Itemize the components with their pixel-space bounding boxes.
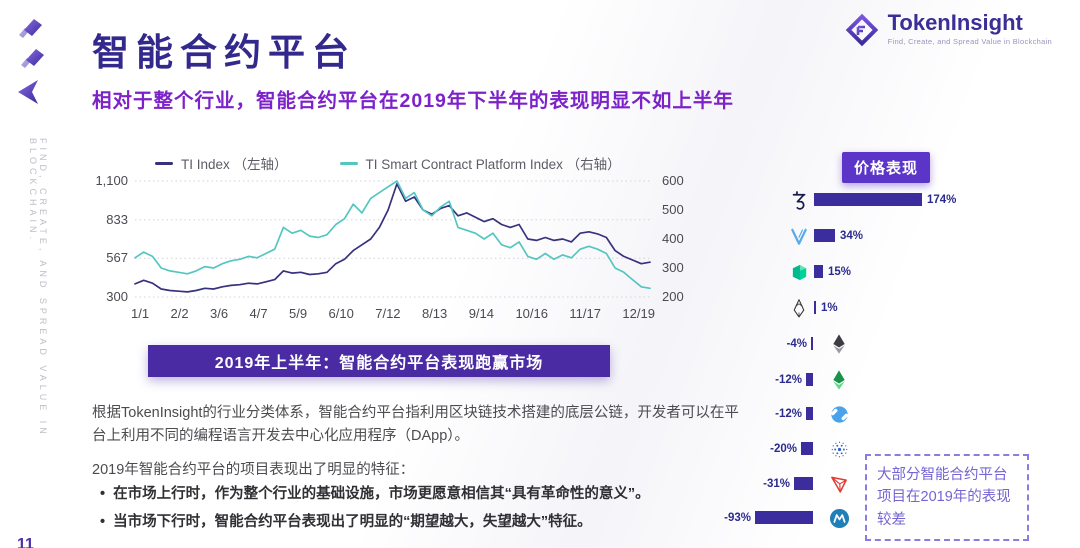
legend-label-ti-index: TI Index （左轴） <box>181 157 288 172</box>
ontology-icon <box>826 403 852 425</box>
perf-label: 15% <box>828 266 852 278</box>
right-ytick-500: 500 <box>662 202 684 217</box>
tron-icon <box>826 473 852 495</box>
perf-row-trx: -31% <box>700 473 1050 495</box>
chart-legend: TI Index （左轴） TI Smart Contract Platform… <box>155 153 673 173</box>
xtick: 11/17 <box>569 306 601 321</box>
ethereum-icon <box>826 333 852 355</box>
perf-row-xtz: 174% <box>700 189 1050 211</box>
legend-item-ti-index: TI Index （左轴） <box>155 153 288 173</box>
cardano-icon <box>826 438 852 460</box>
perf-row-eth: -4% <box>700 333 1050 355</box>
tokeninsight-logo-icon <box>845 13 878 47</box>
logo-text: TokenInsight Find, Create, and Spread Va… <box>887 10 1052 47</box>
left-ytick-1100: 1,100 <box>95 173 128 188</box>
legend-swatch-scp-index <box>339 161 358 165</box>
legend-label-scp-index: TI Smart Contract Platform Index （右轴） <box>365 157 621 172</box>
price-performance-badge: 价格表现 <box>842 152 931 183</box>
line-chart <box>134 180 651 298</box>
perf-row-etc: -12% <box>700 369 1050 391</box>
line-chart-svg <box>134 180 651 298</box>
perf-label: 1% <box>821 302 838 314</box>
highlight-banner: 2019年上半年：智能合约平台表现跑赢市场 <box>148 345 610 377</box>
bullet-point-1: 在市场上行时，作为整个行业的基础设施，市场更愿意相信其“具有革命性的意义”。 <box>100 482 740 503</box>
perf-row-vet: 34% <box>700 225 1050 247</box>
left-ytick-833: 833 <box>106 212 128 227</box>
perf-row-ont: -12% <box>700 403 1050 425</box>
performance-note: 大部分智能合约平台项目在2019年的表现较差 <box>865 454 1029 542</box>
vechain-icon <box>786 225 812 247</box>
perf-label: -12% <box>775 408 802 420</box>
perf-label: 174% <box>927 194 957 206</box>
logo-tagline: Find, Create, and Spread Value in Blockc… <box>887 37 1052 46</box>
right-ytick-600: 600 <box>662 173 684 188</box>
right-ytick-400: 400 <box>662 231 684 246</box>
xtick: 7/12 <box>375 306 401 321</box>
page-number: 11 <box>17 536 34 548</box>
xtick: 5/9 <box>289 306 308 321</box>
perf-bar <box>814 229 835 242</box>
perf-row-eos: 1% <box>700 297 1050 319</box>
perf-bar <box>814 193 922 206</box>
paragraph-definition: 根据TokenInsight的行业分类体系，智能合约平台指利用区块链技术搭建的底… <box>92 405 739 445</box>
xtick: 10/16 <box>515 306 548 321</box>
left-ytick-567: 567 <box>106 250 128 265</box>
logo-name: TokenInsight <box>887 10 1023 35</box>
perf-bar <box>814 265 823 278</box>
page-subtitle: 相对于整个行业，智能合约平台在2019年下半年的表现明显不如上半年 <box>92 90 734 112</box>
perf-row-ada: -20% <box>700 438 1050 460</box>
perf-label: -31% <box>763 478 790 490</box>
decorative-chevrons-icon <box>18 19 44 104</box>
xtick: 12/19 <box>622 306 655 321</box>
xtick: 9/14 <box>468 306 495 321</box>
neo-icon <box>786 261 812 283</box>
paragraph-lead: 2019年智能合约平台的项目表现出了明显的特征： <box>92 462 415 478</box>
perf-row-neo: 15% <box>700 261 1050 283</box>
perf-label: -20% <box>770 443 797 455</box>
perf-bar <box>755 511 813 524</box>
xtick: 8/13 <box>421 306 448 321</box>
x-axis-labels: 1/1 2/2 3/6 4/7 5/9 6/10 7/12 8/13 9/14 … <box>131 306 655 321</box>
right-ytick-300: 300 <box>662 260 684 275</box>
perf-bar <box>801 442 813 455</box>
ethereum-classic-icon <box>826 369 852 391</box>
xtick: 6/10 <box>328 306 354 321</box>
right-ytick-200: 200 <box>662 289 684 304</box>
bullet-point-2: 当市场下行时，智能合约平台表现出了明显的“期望越大，失望越大”特征。 <box>100 510 740 531</box>
perf-bar <box>794 477 813 490</box>
perf-label: 34% <box>840 230 864 242</box>
perf-label: -4% <box>786 338 807 350</box>
perf-bar <box>814 301 816 314</box>
perf-bar <box>806 373 813 386</box>
left-ytick-300: 300 <box>106 289 128 304</box>
xtick: 3/6 <box>210 306 229 321</box>
xtick: 4/7 <box>249 306 268 321</box>
logo: TokenInsight Find, Create, and Spread Va… <box>844 12 1052 48</box>
legend-swatch-ti-index <box>155 161 173 165</box>
eos-icon <box>786 297 812 319</box>
xtick: 1/1 <box>131 306 150 321</box>
perf-label: -93% <box>724 512 751 524</box>
moac-icon <box>826 507 852 529</box>
vertical-tagline: FIND, CREATE, AND SPREAD VALUE IN BLOCKC… <box>28 138 48 438</box>
perf-label: -12% <box>775 374 802 386</box>
perf-bar <box>806 407 813 420</box>
tezos-icon <box>786 189 812 211</box>
perf-row-moac: -93% <box>700 507 1050 529</box>
page-title: 智能合约平台 <box>92 32 356 73</box>
xtick: 2/2 <box>170 306 189 321</box>
perf-bar <box>811 337 813 350</box>
legend-item-scp-index: TI Smart Contract Platform Index （右轴） <box>339 153 621 173</box>
